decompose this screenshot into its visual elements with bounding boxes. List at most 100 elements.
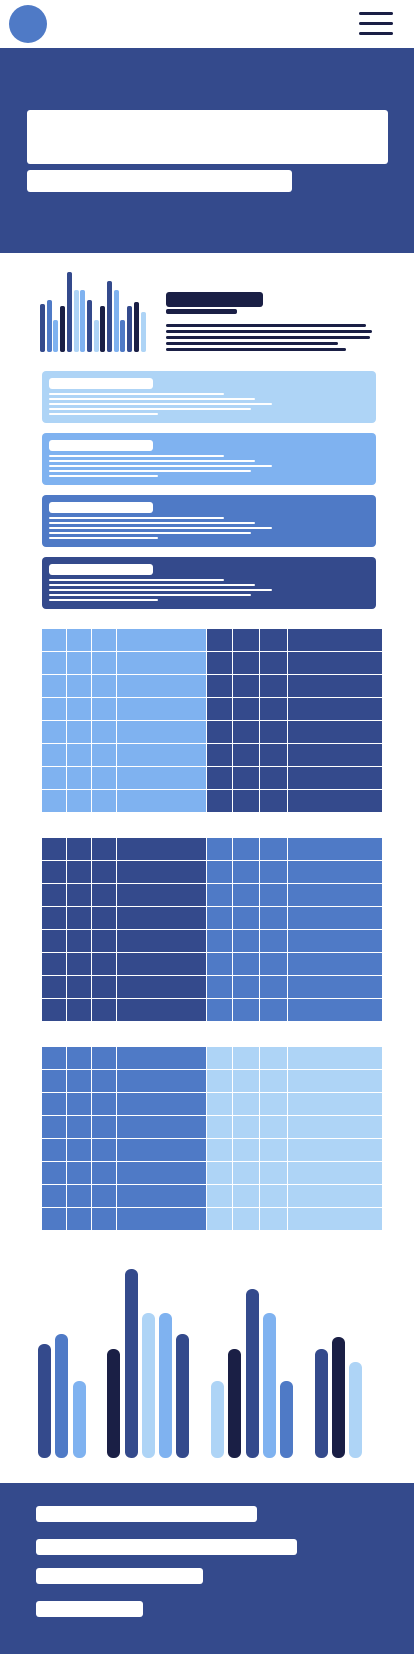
table-cell	[91, 1184, 117, 1208]
table-row	[41, 674, 383, 698]
table-cell	[116, 1092, 207, 1116]
table-cell	[66, 1046, 92, 1070]
card-text-line	[49, 532, 251, 534]
table-cell	[41, 837, 67, 861]
big-chart-bar	[211, 1381, 224, 1458]
card-text-line	[49, 579, 224, 581]
table-row	[41, 651, 383, 675]
table-cell	[41, 1069, 67, 1093]
table-cell	[41, 883, 67, 907]
table-cell	[232, 1138, 260, 1162]
feature-text-line	[166, 336, 370, 339]
avatar[interactable]	[9, 5, 47, 43]
table-cell	[66, 674, 92, 698]
table-cell	[66, 651, 92, 675]
table-cell	[259, 883, 288, 907]
table-cell	[116, 998, 207, 1022]
footer-link[interactable]	[36, 1506, 257, 1522]
table-row	[41, 906, 383, 930]
table-cell	[232, 1184, 260, 1208]
footer-link[interactable]	[36, 1601, 143, 1617]
table-cell	[259, 1092, 288, 1116]
table-cell	[259, 1184, 288, 1208]
info-card[interactable]	[42, 433, 376, 485]
card-text-line	[49, 589, 272, 591]
table-cell	[41, 789, 67, 813]
big-chart-bar	[107, 1349, 121, 1458]
table-row	[41, 697, 383, 721]
card-text-line	[49, 455, 224, 457]
table-cell	[206, 1184, 233, 1208]
table-cell	[259, 628, 288, 652]
table-cell	[232, 860, 260, 884]
info-card[interactable]	[42, 495, 376, 547]
table-cell	[66, 697, 92, 721]
feature-heading-block	[166, 292, 263, 307]
table-cell	[206, 952, 233, 976]
table-cell	[259, 998, 288, 1022]
table-cell	[259, 1161, 288, 1185]
card-title-block	[49, 378, 153, 389]
card-title-block	[49, 502, 153, 513]
table-cell	[91, 906, 117, 930]
table-cell	[232, 1092, 260, 1116]
mini-chart-bar	[100, 306, 106, 352]
info-card[interactable]	[42, 557, 376, 609]
big-chart-bar	[332, 1337, 346, 1458]
table-cell	[232, 1046, 260, 1070]
table-cell	[41, 1161, 67, 1185]
card-text-line	[49, 403, 272, 405]
table-cell	[287, 883, 383, 907]
table-cell	[41, 1092, 67, 1116]
table-cell	[287, 789, 383, 813]
table-cell	[259, 860, 288, 884]
table-cell	[232, 998, 260, 1022]
table-row	[41, 975, 383, 999]
table-cell	[116, 929, 207, 953]
table-cell	[232, 1161, 260, 1185]
hero-title-block	[27, 110, 388, 164]
table-cell	[91, 743, 117, 767]
big-chart-bar	[228, 1349, 242, 1458]
big-chart-bar	[141, 1313, 155, 1458]
table-cell	[259, 743, 288, 767]
table-cell	[41, 1046, 67, 1070]
table-cell	[206, 1138, 233, 1162]
table-row	[41, 1138, 383, 1162]
table-cell	[66, 766, 92, 790]
table-cell	[206, 883, 233, 907]
card-title-block	[49, 564, 153, 575]
table-row	[41, 720, 383, 744]
table-cell	[116, 1184, 207, 1208]
table-row	[41, 1207, 383, 1231]
table-row	[41, 1184, 383, 1208]
mini-chart-bar	[133, 302, 139, 352]
table-cell	[206, 929, 233, 953]
table-cell	[287, 1207, 383, 1231]
table-cell	[116, 1046, 207, 1070]
big-chart-bar	[159, 1313, 173, 1458]
info-card[interactable]	[42, 371, 376, 423]
table-cell	[287, 1046, 383, 1070]
table-cell	[232, 1207, 260, 1231]
table-cell	[116, 1161, 207, 1185]
table-row	[41, 952, 383, 976]
mini-chart-bar	[80, 290, 86, 352]
table-cell	[259, 1207, 288, 1231]
table-cell	[232, 628, 260, 652]
table-cell	[287, 1069, 383, 1093]
table-cell	[66, 1184, 92, 1208]
table-cell	[41, 929, 67, 953]
footer-link[interactable]	[36, 1568, 203, 1584]
table-cell	[66, 789, 92, 813]
hamburger-menu-icon[interactable]	[359, 11, 393, 37]
feature-text-line	[166, 324, 366, 327]
card-text-line	[49, 594, 251, 596]
table-cell	[116, 789, 207, 813]
table-cell	[287, 766, 383, 790]
table-cell	[116, 1069, 207, 1093]
footer-link[interactable]	[36, 1539, 297, 1555]
table-cell	[116, 1138, 207, 1162]
table-cell	[91, 883, 117, 907]
table-cell	[41, 651, 67, 675]
